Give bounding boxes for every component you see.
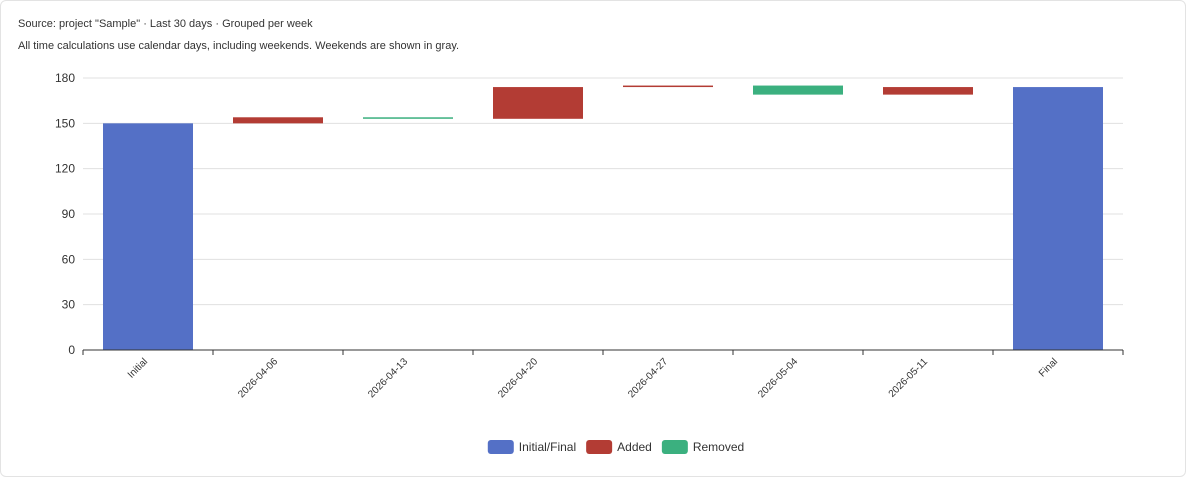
y-tick-label: 150 bbox=[55, 116, 75, 130]
legend-item-added[interactable]: Added bbox=[586, 440, 652, 454]
bar-2026-04-06[interactable] bbox=[233, 117, 323, 124]
y-tick-label: 180 bbox=[55, 71, 75, 85]
legend-item-initial-final[interactable]: Initial/Final bbox=[487, 440, 576, 454]
bar-2026-04-27[interactable] bbox=[623, 85, 713, 88]
legend-label: Removed bbox=[693, 440, 744, 454]
legend[interactable]: Initial/Final Added Removed bbox=[487, 440, 744, 454]
legend-swatch bbox=[661, 440, 688, 454]
y-tick-label: 30 bbox=[62, 298, 76, 312]
y-tick-label: 0 bbox=[68, 343, 75, 357]
bar-2026-04-20[interactable] bbox=[493, 87, 583, 119]
bar-2026-05-04[interactable] bbox=[753, 85, 843, 95]
legend-swatch bbox=[586, 440, 613, 454]
grid-lines bbox=[83, 77, 1123, 306]
bar-final[interactable] bbox=[1013, 87, 1103, 351]
y-tick-label: 60 bbox=[62, 252, 76, 266]
x-tick-label: 2026-05-04 bbox=[756, 356, 800, 400]
y-tick-label: 90 bbox=[62, 207, 76, 221]
x-tick-label: Initial bbox=[126, 356, 150, 380]
source-line: Source: project "Sample" · Last 30 days … bbox=[18, 18, 313, 30]
bars bbox=[103, 85, 1103, 351]
x-tick-label: 2026-04-27 bbox=[626, 356, 670, 400]
bar-2026-05-11[interactable] bbox=[883, 87, 973, 95]
bar-2026-04-13[interactable] bbox=[363, 117, 453, 119]
x-tick-label: 2026-05-11 bbox=[887, 356, 931, 400]
calculation-note: All time calculations use calendar days,… bbox=[18, 40, 460, 52]
legend-item-removed[interactable]: Removed bbox=[661, 440, 744, 454]
legend-label: Added bbox=[617, 440, 652, 454]
x-tick-label: 2026-04-13 bbox=[366, 356, 410, 400]
x-tick-label: 2026-04-20 bbox=[496, 356, 540, 400]
bar-initial[interactable] bbox=[103, 123, 193, 350]
axes: 0 30 60 90 120 150 180 Initial 2026-04-06 2026-04… bbox=[55, 71, 1124, 400]
x-tick-label: Final bbox=[1037, 356, 1060, 379]
legend-swatch bbox=[487, 440, 514, 454]
x-tick-label: 2026-04-06 bbox=[236, 356, 280, 400]
legend-label: Initial/Final bbox=[519, 440, 576, 454]
y-tick-label: 120 bbox=[55, 162, 75, 176]
